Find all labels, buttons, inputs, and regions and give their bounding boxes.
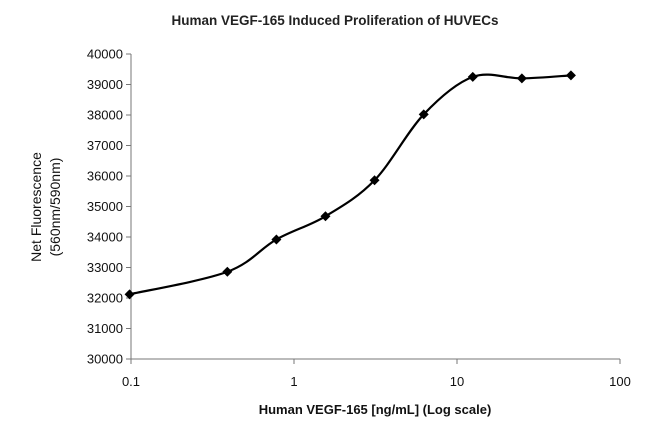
y-tick-label: 30000 bbox=[87, 352, 123, 367]
data-point-marker bbox=[565, 70, 576, 81]
axes bbox=[130, 54, 620, 360]
data-point-marker bbox=[369, 175, 380, 186]
x-axis-ticks: 0.1 1 10 100 bbox=[122, 359, 631, 389]
data-point-marker bbox=[467, 71, 478, 82]
y-axis-title-line-1: Net Fluorescence bbox=[28, 152, 44, 262]
y-tick-label: 34000 bbox=[87, 230, 123, 245]
y-axis-ticks: 30000 31000 32000 33000 34000 35000 36000 37000… bbox=[87, 47, 131, 367]
y-tick-label: 40000 bbox=[87, 47, 123, 62]
y-tick-label: 33000 bbox=[87, 260, 123, 275]
x-tick-label: 100 bbox=[609, 374, 631, 389]
data-point-marker bbox=[124, 289, 135, 300]
series-line bbox=[129, 73, 571, 296]
y-tick-label: 39000 bbox=[87, 77, 123, 92]
x-tick-label: 10 bbox=[450, 374, 464, 389]
y-tick-label: 31000 bbox=[87, 321, 123, 336]
x-tick-label: 0.1 bbox=[122, 374, 140, 389]
y-axis-title-line-2: (560nm/590nm) bbox=[47, 158, 63, 257]
y-tick-label: 32000 bbox=[87, 291, 123, 306]
data-point-marker bbox=[320, 211, 331, 222]
data-point-marker bbox=[271, 234, 282, 245]
data-point-marker bbox=[516, 73, 527, 84]
y-tick-label: 36000 bbox=[87, 169, 123, 184]
y-tick-label: 35000 bbox=[87, 199, 123, 214]
x-axis-title: Human VEGF-165 [ng/mL] (Log scale) bbox=[259, 402, 492, 417]
data-point-marker bbox=[418, 109, 429, 120]
x-tick-label: 1 bbox=[290, 374, 297, 389]
y-axis-title: Net Fluorescence (560nm/590nm) bbox=[28, 152, 63, 262]
series-layer bbox=[124, 70, 576, 300]
data-point-marker bbox=[222, 266, 233, 277]
y-tick-label: 37000 bbox=[87, 138, 123, 153]
y-tick-label: 38000 bbox=[87, 108, 123, 123]
chart-title: Human VEGF-165 Induced Proliferation of … bbox=[171, 13, 498, 28]
